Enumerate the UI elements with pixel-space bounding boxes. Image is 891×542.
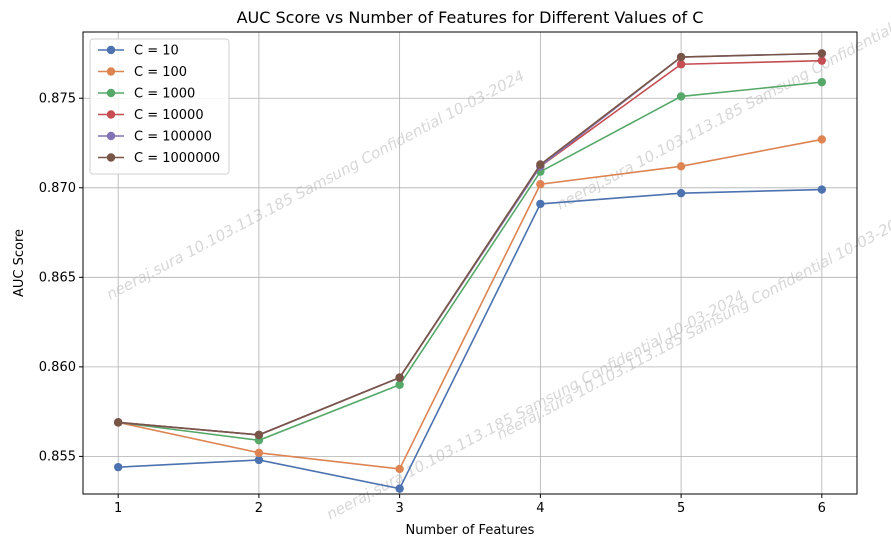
- data-point: [254, 455, 264, 465]
- x-axis-label: Number of Features: [406, 523, 535, 538]
- data-point: [676, 162, 686, 171]
- legend-swatch-marker: [106, 153, 116, 162]
- watermark-text: neeraj.sura 10.103.113.185 Samsung Confi…: [493, 207, 891, 444]
- x-tick-label: 3: [395, 501, 403, 516]
- legend-label: C = 10: [134, 44, 179, 59]
- legend-swatch-marker: [106, 88, 116, 98]
- legend-label: C = 1000000: [134, 151, 220, 166]
- x-tick-label: 1: [114, 501, 122, 516]
- x-tick-label: 5: [677, 501, 685, 516]
- series-line: [118, 81, 822, 442]
- legend-label: C = 100000: [134, 130, 212, 145]
- legend-item: C = 10: [98, 44, 179, 59]
- y-tick-label: 0.855: [39, 449, 76, 464]
- data-point: [817, 77, 827, 87]
- data-point: [817, 135, 827, 144]
- series-line: [118, 138, 822, 470]
- data-point: [395, 484, 404, 493]
- legend-label: C = 100: [134, 65, 187, 80]
- series-1000000: [113, 49, 827, 440]
- x-tick-label: 4: [536, 501, 544, 516]
- y-tick-label: 0.865: [39, 270, 76, 285]
- data-point: [817, 56, 827, 65]
- data-point: [395, 380, 404, 389]
- data-point: [113, 418, 123, 427]
- legend: C = 10 C = 100 C = 1000 C = 10000 C = 100000…: [89, 38, 230, 175]
- data-point: [676, 60, 686, 69]
- series-line: [118, 52, 822, 436]
- legend-item: C = 100: [98, 65, 187, 80]
- legend-item: C = 1000000: [98, 151, 220, 166]
- data-point: [536, 180, 545, 189]
- y-tick-label: 0.870: [39, 181, 76, 196]
- data-point: [676, 188, 686, 198]
- axes: 1 2 3 4 5 6 0.855 0.860 0.865 0.870 0.875: [39, 31, 858, 516]
- y-tick-label: 0.875: [39, 91, 76, 106]
- legend-swatch-marker: [106, 67, 116, 76]
- legend-box: [89, 38, 230, 175]
- y-axis-label: AUC Score: [12, 229, 27, 297]
- data-point: [395, 464, 404, 474]
- series-10: [113, 185, 827, 493]
- data-point: [254, 448, 264, 458]
- plot-frame: [82, 31, 858, 495]
- data-point: [817, 185, 827, 194]
- data-point: [254, 430, 264, 440]
- legend-swatch-marker: [106, 45, 116, 55]
- legend-item: C = 1000: [98, 87, 195, 102]
- legend-swatch-marker: [106, 131, 116, 141]
- data-point: [536, 160, 545, 169]
- gridlines: [83, 32, 857, 494]
- series-100: [113, 135, 827, 474]
- data-point: [395, 373, 404, 382]
- legend-item: C = 10000: [98, 108, 204, 123]
- series-lines: [113, 49, 827, 493]
- data-point: [676, 92, 686, 101]
- legend-label: C = 1000: [134, 87, 195, 102]
- x-tick-label: 2: [255, 501, 263, 516]
- chart-title: AUC Score vs Number of Features for Diff…: [237, 8, 704, 27]
- data-point: [676, 52, 686, 62]
- data-point: [536, 199, 545, 209]
- y-tick-label: 0.860: [39, 360, 76, 375]
- data-point: [113, 462, 123, 472]
- legend-swatch-marker: [106, 110, 116, 119]
- legend-item: C = 100000: [98, 130, 212, 145]
- x-tick-label: 6: [818, 501, 826, 516]
- legend-label: C = 10000: [134, 108, 204, 123]
- series-line: [118, 188, 822, 490]
- data-point: [817, 49, 827, 58]
